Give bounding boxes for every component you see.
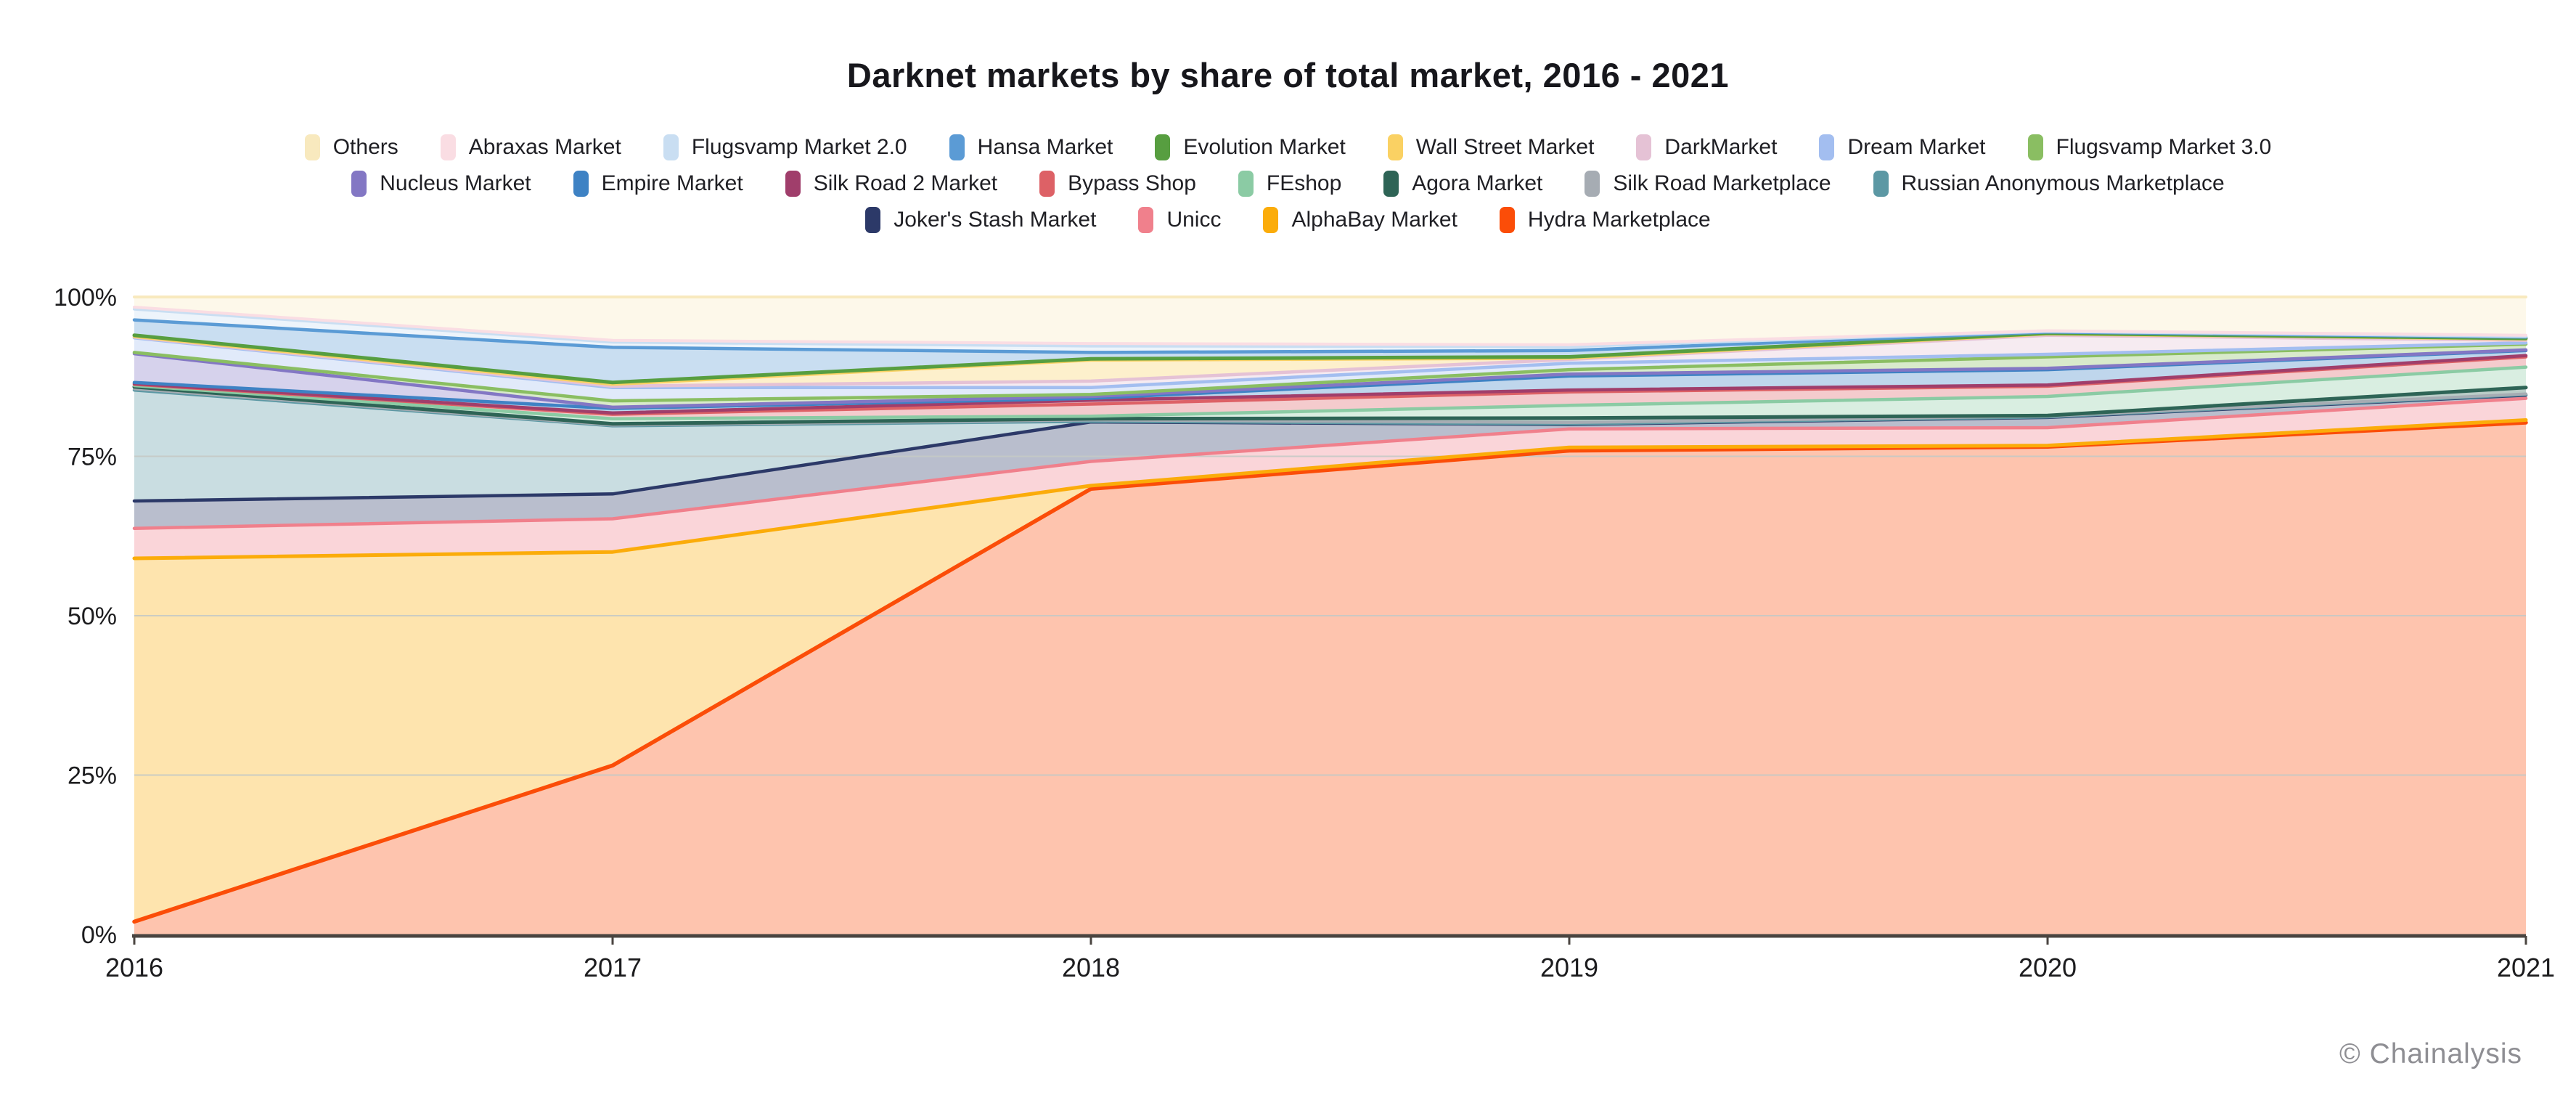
legend-item-agora-market: Agora Market	[1383, 171, 1542, 197]
x-tick-label-2019: 2019	[1540, 953, 1598, 982]
legend-swatch-icon	[1636, 134, 1652, 160]
legend-label: Hansa Market	[977, 135, 1113, 159]
legend-swatch-icon	[1585, 171, 1600, 197]
area-darkmarket	[134, 335, 2526, 388]
chainalysis-attribution: © Chainalysis	[2339, 1038, 2522, 1070]
legend-swatch-icon	[304, 134, 320, 160]
legend-label: Evolution Market	[1183, 135, 1346, 159]
y-tick-label-50: 50%	[68, 603, 117, 630]
line-nucleus-market	[132, 348, 2528, 410]
legend-label: Dream Market	[1847, 135, 1986, 159]
line-feshop	[132, 365, 2528, 420]
area-alphabay-market	[134, 420, 2526, 922]
legend-swatch-icon	[1819, 134, 1835, 160]
legend-item-feshop: FEshop	[1238, 171, 1341, 197]
area-joker-s-stash-market	[134, 395, 2526, 529]
legend-swatch-icon	[1155, 134, 1171, 160]
legend-label: Nucleus Market	[380, 171, 531, 195]
legend-item-empire-market: Empire Market	[573, 171, 743, 197]
x-tick-label-2020: 2020	[2019, 953, 2077, 982]
legend-swatch-icon	[1263, 207, 1279, 233]
x-tick-label-2016: 2016	[105, 953, 163, 982]
legend-label: AlphaBay Market	[1291, 208, 1457, 232]
line-unicc	[132, 396, 2528, 530]
legend-row-1: Others Abraxas Market Flugsvamp Market 2.0…	[304, 134, 2272, 160]
legend-swatch-icon	[1383, 171, 1399, 197]
legend-item-evolution-market: Evolution Market	[1155, 134, 1346, 160]
legend-swatch-icon	[949, 134, 965, 160]
legend-item-bypass-shop: Bypass Shop	[1039, 171, 1196, 197]
line-agora-market	[132, 385, 2528, 426]
area-hydra-marketplace	[134, 423, 2526, 934]
y-tick-label-0: 0%	[81, 921, 117, 949]
legend-item-russian-anonymous-marketplace: Russian Anonymous Marketplace	[1873, 171, 2225, 197]
legend-item-dream-market: Dream Market	[1819, 134, 1986, 160]
legend-label: Wall Street Market	[1415, 135, 1595, 159]
legend-label: Silk Road Marketplace	[1613, 171, 1831, 195]
legend-swatch-icon	[2027, 134, 2043, 160]
line-flugsvamp-market-3-0	[132, 342, 2528, 403]
legend-item-alphabay-market: AlphaBay Market	[1263, 207, 1457, 233]
line-alphabay-market	[132, 418, 2528, 561]
legend-label: Abraxas Market	[468, 135, 621, 159]
legend-label: FEshop	[1266, 171, 1342, 195]
legend-item-wall-street-market: Wall Street Market	[1387, 134, 1595, 160]
legend-label: Others	[332, 135, 398, 159]
legend-label: Unicc	[1166, 208, 1222, 232]
legend-swatch-icon	[573, 171, 589, 197]
y-tick-label-25: 25%	[68, 762, 117, 790]
chart-legend: Others Abraxas Market Flugsvamp Market 2.0…	[0, 134, 2576, 233]
legend-label: DarkMarket	[1664, 135, 1778, 159]
legend-label: Bypass Shop	[1068, 171, 1196, 195]
legend-label: Flugsvamp Market 3.0	[2056, 135, 2272, 159]
legend-label: Hydra Marketplace	[1527, 208, 1711, 232]
area-empire-market	[134, 350, 2526, 413]
area-hansa-market	[134, 319, 2526, 383]
x-tick-label-2018: 2018	[1062, 953, 1120, 982]
legend-swatch-icon	[785, 171, 801, 197]
area-russian-anonymous-marketplace	[134, 390, 2526, 501]
legend-swatch-icon	[663, 134, 679, 160]
legend-label: Empire Market	[601, 171, 743, 195]
legend-swatch-icon	[865, 207, 881, 233]
area-feshop	[134, 367, 2526, 424]
legend-item-unicc: Unicc	[1138, 207, 1221, 233]
legend-swatch-icon	[1238, 171, 1254, 197]
chart-title: Darknet markets by share of total market…	[846, 56, 1730, 94]
legend-swatch-icon	[1387, 134, 1403, 160]
legend-swatch-icon	[1039, 171, 1055, 197]
legend-item-darkmarket: DarkMarket	[1636, 134, 1777, 160]
legend-label: Russian Anonymous Marketplace	[1901, 171, 2225, 195]
legend-item-flugsvamp-market-2-0: Flugsvamp Market 2.0	[663, 134, 907, 160]
legend-item-flugsvamp-market-3-0: Flugsvamp Market 3.0	[2027, 134, 2272, 160]
legend-item-nucleus-market: Nucleus Market	[351, 171, 531, 197]
legend-item-hydra-marketplace: Hydra Marketplace	[1499, 207, 1711, 233]
legend-label: Joker's Stash Market	[894, 208, 1097, 232]
legend-item-silk-road-2-market: Silk Road 2 Market	[785, 171, 997, 197]
legend-item-abraxas-market: Abraxas Market	[440, 134, 621, 160]
legend-label: Flugsvamp Market 2.0	[691, 135, 907, 159]
legend-row-2: Nucleus Market Empire Market Silk Road 2 M…	[351, 171, 2225, 197]
legend-item-others: Others	[304, 134, 398, 160]
legend-swatch-icon	[1499, 207, 1515, 233]
legend-swatch-icon	[440, 134, 456, 160]
line-silk-road-2-market	[132, 354, 2528, 415]
legend-swatch-icon	[351, 171, 367, 197]
legend-swatch-icon	[1138, 207, 1154, 233]
legend-item-joker-s-stash-market: Joker's Stash Market	[865, 207, 1096, 233]
y-tick-label-100: 100%	[54, 284, 117, 311]
legend-label: Agora Market	[1412, 171, 1543, 195]
legend-swatch-icon	[1873, 171, 1889, 197]
area-unicc	[134, 398, 2526, 558]
legend-label: Silk Road 2 Market	[813, 171, 998, 195]
line-abraxas-market	[133, 306, 2527, 346]
x-tick-label-2021: 2021	[2497, 953, 2555, 982]
legend-item-hansa-market: Hansa Market	[949, 134, 1113, 160]
legend-item-silk-road-marketplace: Silk Road Marketplace	[1585, 171, 1831, 197]
y-tick-label-75: 75%	[68, 444, 117, 471]
legend-row-3: Joker's Stash Market Unicc AlphaBay Market…	[865, 207, 1711, 233]
x-tick-label-2017: 2017	[584, 953, 642, 982]
